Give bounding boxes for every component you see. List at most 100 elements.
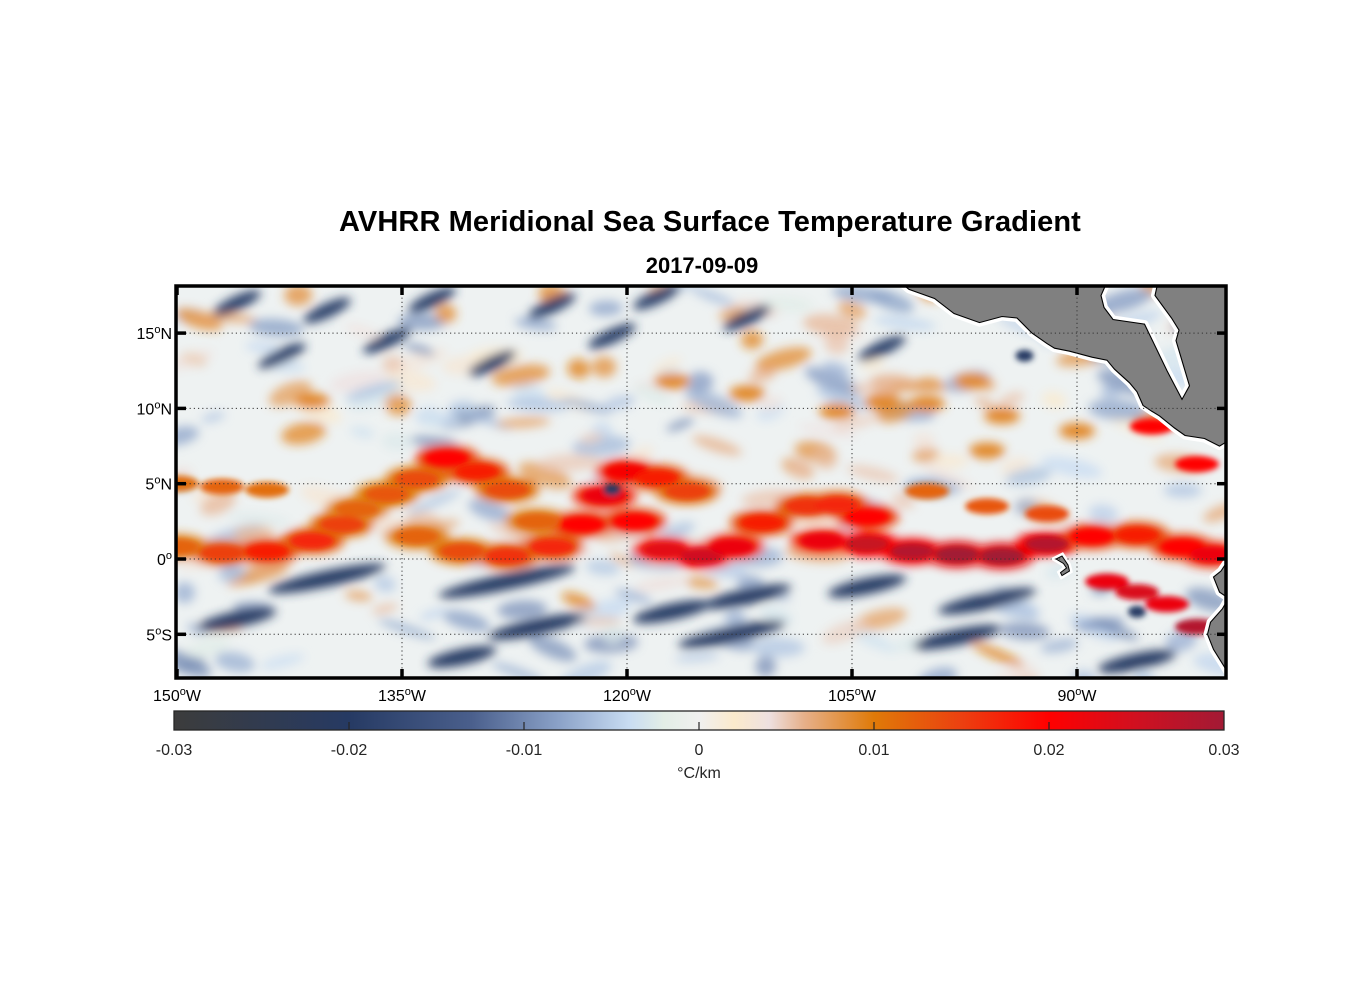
field-blob [491, 662, 545, 677]
front-core [530, 538, 574, 555]
field-blob [823, 361, 850, 376]
field-blob [633, 287, 681, 310]
field-blob [443, 610, 490, 632]
field-blob [561, 592, 596, 611]
field-blob [468, 499, 511, 522]
field-blob [755, 655, 776, 677]
front-core [320, 516, 364, 533]
front-core [455, 463, 499, 480]
field-blob [585, 559, 621, 576]
field-blob [528, 635, 577, 662]
colorbar-ticks: -0.03 -0.02 -0.01 0 0.01 0.02 0.03 [156, 722, 1240, 759]
field-blob [724, 609, 745, 626]
land-layer [899, 287, 1225, 676]
field-blob [374, 575, 396, 593]
field-blob [197, 607, 277, 631]
field-blob [1015, 349, 1034, 362]
field-blob [381, 355, 403, 373]
field-blob [591, 356, 617, 378]
x-tick-label: 150oW [153, 686, 202, 705]
field-blob [938, 588, 1036, 615]
front-core [815, 496, 859, 513]
field-blob [496, 417, 551, 429]
front-core [965, 498, 1009, 515]
front-core [1025, 535, 1069, 552]
front-core [635, 469, 679, 486]
front-core [1190, 546, 1225, 563]
field-blob [588, 323, 636, 349]
colorbar-tick-label: 0.01 [858, 742, 889, 759]
field-blob [345, 324, 381, 339]
field-blob [1041, 456, 1103, 478]
chart-title: AVHRR Meridional Sea Surface Temperature… [339, 206, 1081, 238]
field-blob [294, 392, 330, 409]
front-core [200, 544, 244, 561]
field-blob [684, 388, 743, 419]
field-blob [589, 300, 623, 316]
front-core [177, 538, 199, 555]
field-blob [846, 465, 899, 483]
field-blob [214, 651, 255, 673]
field-blob [186, 636, 231, 658]
front-core [515, 513, 559, 530]
field-blob [303, 297, 351, 324]
colorbar-tick-label: 0.02 [1033, 742, 1064, 759]
field-blob [409, 435, 458, 449]
front-core [800, 532, 844, 549]
field-blob [1163, 482, 1202, 498]
field-blob [819, 403, 855, 420]
field-blob [892, 492, 915, 509]
field-blob [1088, 399, 1147, 421]
field-blob [873, 315, 937, 331]
x-tick-label: 105oW [828, 686, 877, 705]
field-blob [268, 380, 312, 407]
field-blob [1059, 422, 1095, 439]
field-blob [969, 442, 1005, 459]
field-blob [602, 623, 624, 645]
colorbar-tick-label: -0.03 [156, 742, 193, 759]
field-strong-layer [177, 349, 1225, 635]
front-core [200, 478, 244, 495]
field-blob [997, 391, 1025, 409]
field-blob [245, 341, 280, 353]
heatmap-field [177, 287, 1225, 677]
field-blob [200, 491, 237, 516]
field-blob [821, 620, 867, 645]
field-blob [468, 350, 516, 376]
front-core [290, 532, 334, 549]
field-blob [609, 552, 638, 567]
land-central-america [905, 287, 1225, 447]
field-blob [761, 296, 814, 313]
field-blob [912, 432, 936, 451]
y-tick-label: 0o [157, 550, 172, 569]
front-core [845, 535, 889, 552]
front-core [740, 514, 784, 531]
field-blob [755, 347, 812, 372]
field-blob [177, 658, 207, 669]
field-blob [912, 625, 1002, 650]
field-blob [281, 421, 327, 445]
field-blob [344, 380, 401, 401]
field-blob [385, 370, 437, 392]
field-blob [690, 287, 735, 307]
chart-subtitle: 2017-09-09 [645, 253, 759, 278]
front-core [365, 486, 409, 503]
field-blob [974, 397, 996, 409]
front-core [245, 543, 289, 560]
front-core [1115, 526, 1159, 543]
field-blob [909, 395, 945, 412]
front-core [1115, 584, 1159, 601]
field-blob [438, 565, 576, 599]
front-core [335, 501, 379, 518]
field-blob [435, 304, 457, 323]
field-blob [917, 667, 958, 677]
field-blob [538, 453, 602, 472]
x-axis-tick-labels: 150oW 135oW 120oW 105oW 90oW [153, 686, 1097, 705]
field-blob [802, 313, 860, 337]
colorbar-unit-label: °C/km [677, 765, 721, 782]
front-core [1070, 528, 1114, 545]
gridlines [177, 285, 1227, 679]
field-blob [860, 359, 886, 371]
front-core [425, 450, 469, 467]
